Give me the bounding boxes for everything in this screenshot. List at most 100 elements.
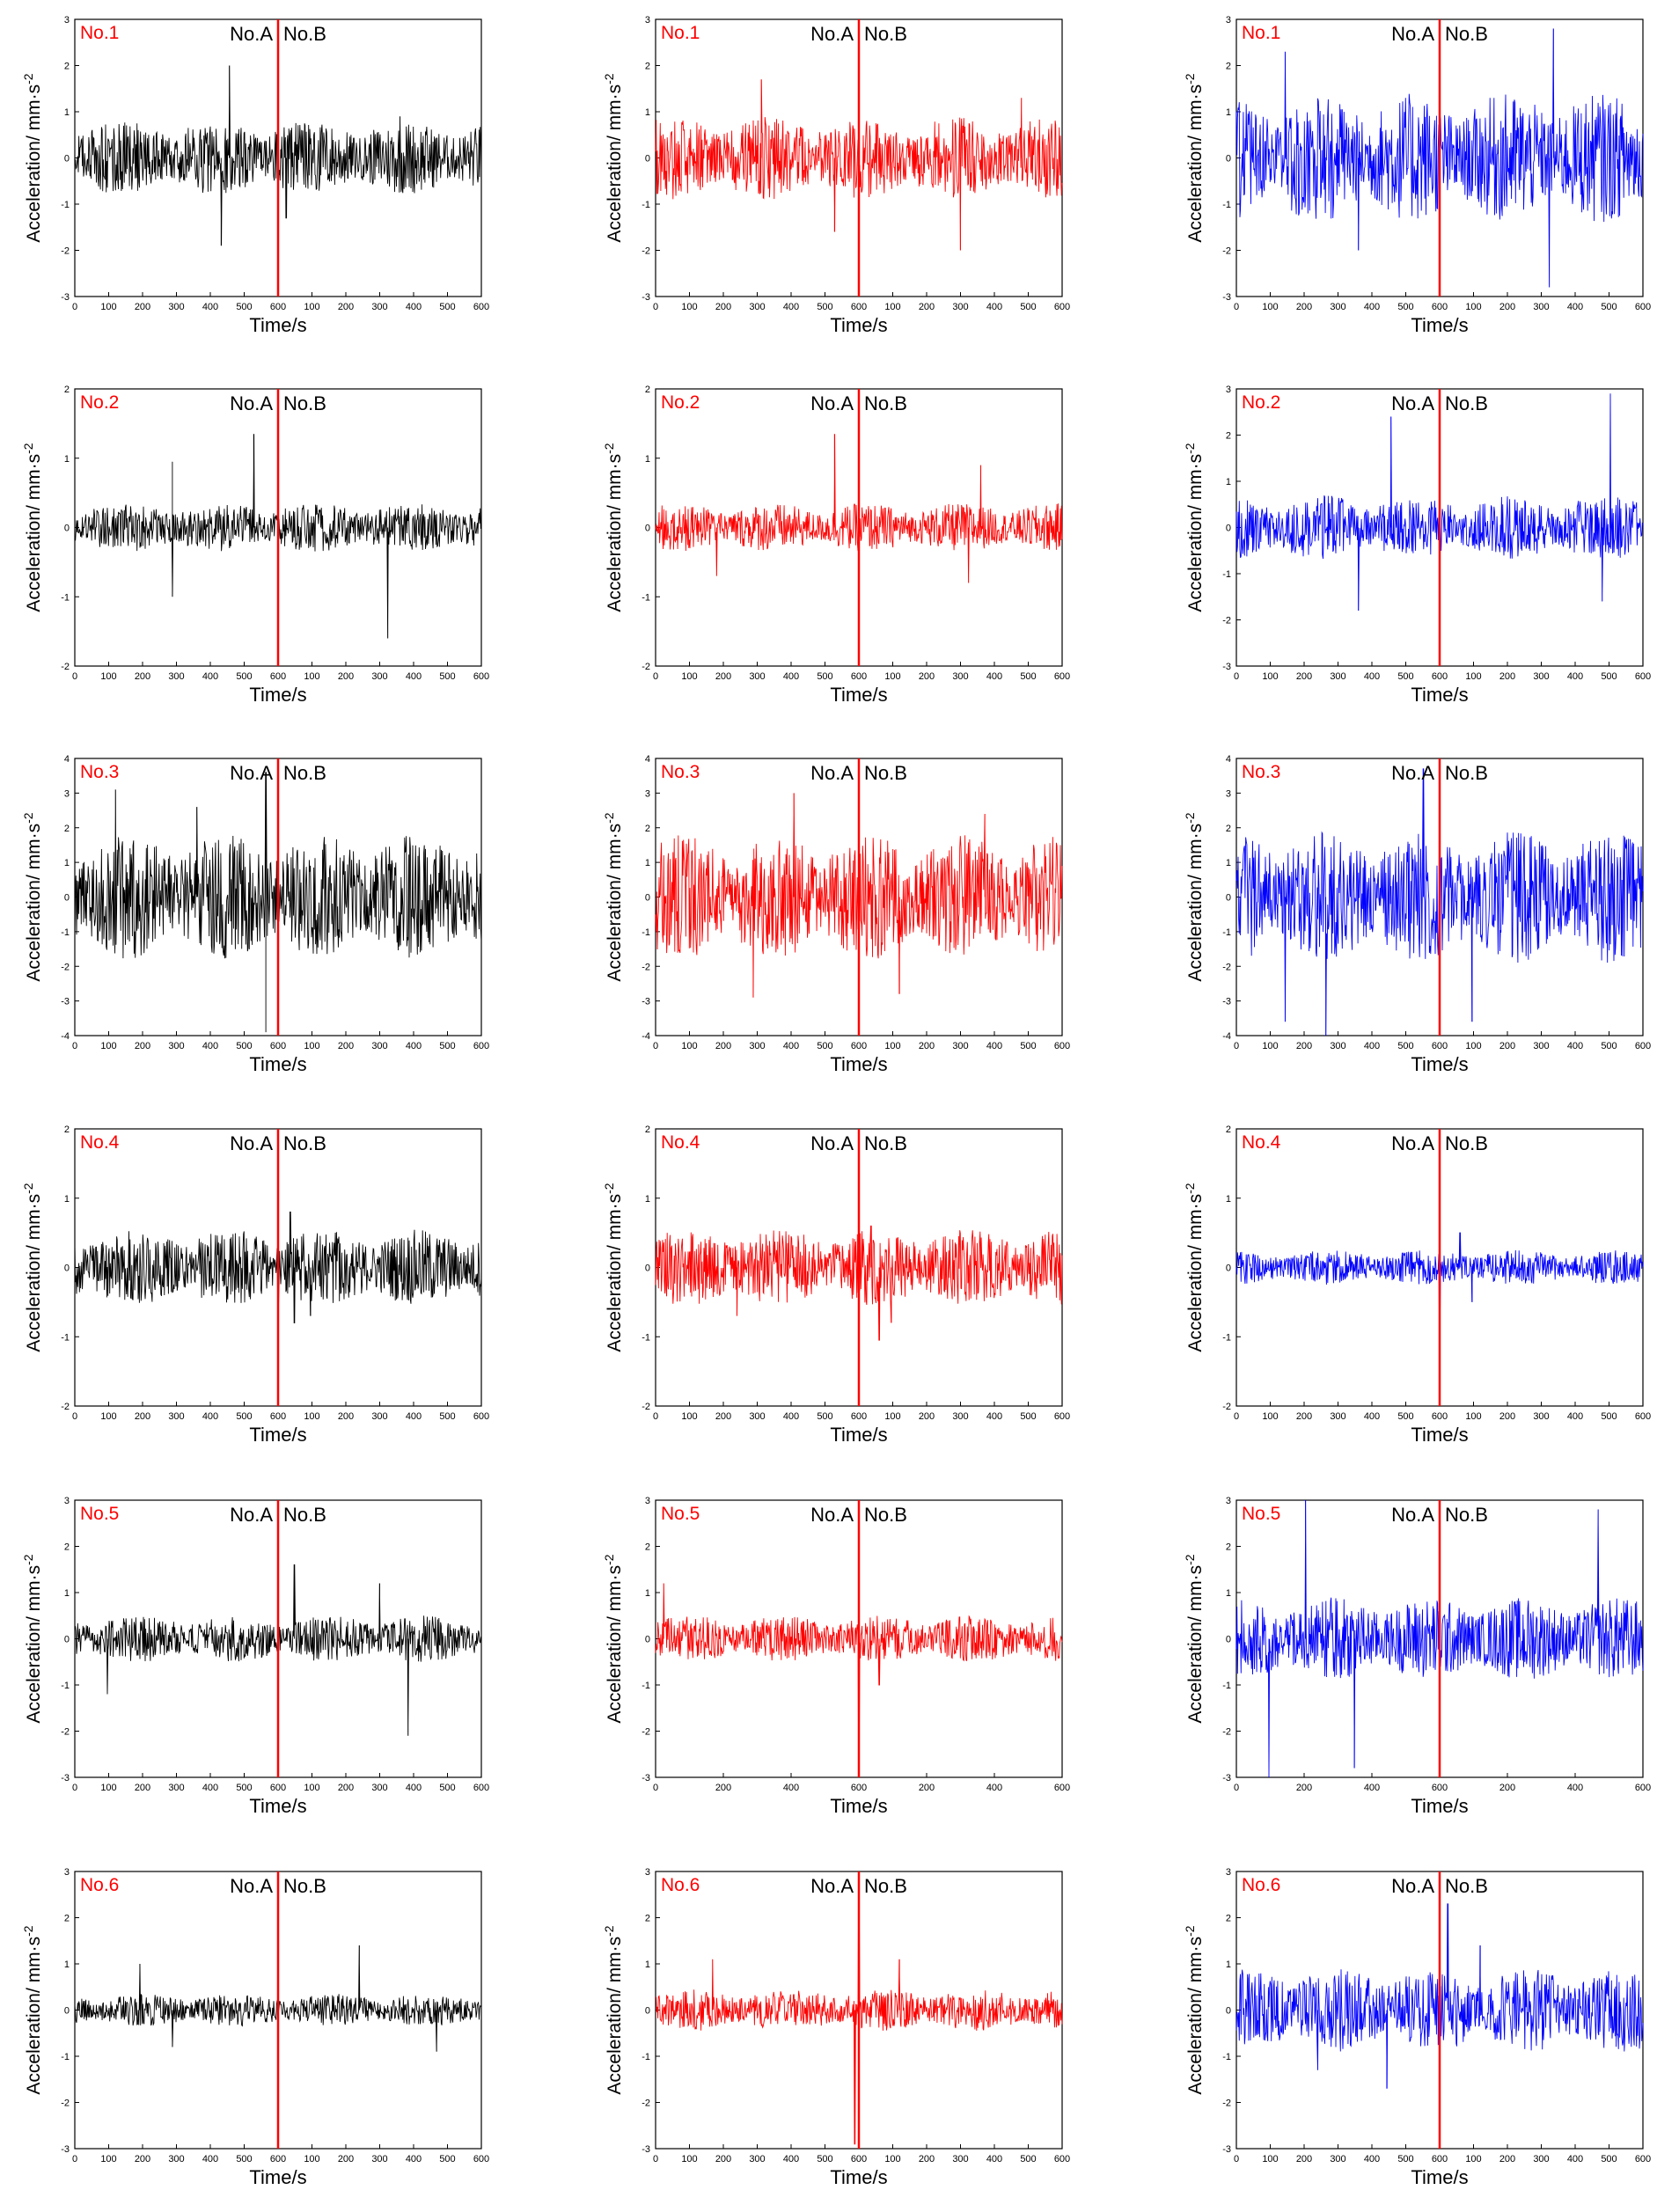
y-tick-label: -1 [61, 200, 70, 210]
x-tick-label: 600 [1432, 1411, 1448, 1422]
x-tick-label: 600 [1635, 1411, 1651, 1422]
y-axis-label: Acceleration/ mm·s-2 [21, 1554, 44, 1723]
panel-r6c2: -3 -2 -1 0 1 2 3 0 100 200 300 400 500 600 100 200 300 40… [602, 1867, 1070, 2188]
x-tick-label: 500 [817, 1041, 832, 1051]
x-tick-label: 0 [653, 1041, 658, 1051]
x-tick-label: 0 [72, 1411, 77, 1422]
panel-title: No.3 [661, 762, 700, 782]
y-tick-label: -3 [1222, 292, 1231, 303]
x-tick-label: 300 [749, 1411, 765, 1422]
x-tick-label: 600 [1432, 2154, 1448, 2164]
y-tick-label: 1 [645, 454, 650, 465]
x-tick-label: 100 [304, 2154, 319, 2164]
x-tick-label: 500 [236, 1041, 252, 1051]
y-tick-label: 3 [645, 15, 650, 26]
x-tick-label: 0 [653, 1411, 658, 1422]
y-tick-label: 3 [1226, 788, 1231, 799]
x-tick-label: 500 [1020, 302, 1036, 312]
x-tick-label: 500 [817, 671, 832, 682]
x-tick-label: 300 [371, 1041, 387, 1051]
y-tick-label: -2 [1222, 2098, 1231, 2109]
y-tick-label: -2 [642, 1402, 650, 1412]
x-tick-label: 100 [304, 671, 319, 682]
panel-title: No.5 [1242, 1504, 1280, 1524]
x-tick-label: 300 [371, 671, 387, 682]
y-tick-label: -2 [61, 246, 70, 257]
x-tick-label: 200 [1499, 1041, 1515, 1051]
x-tick-label: 0 [653, 671, 658, 682]
y-axis-label: Acceleration/ mm·s-2 [21, 812, 44, 981]
x-tick-label: 100 [681, 2154, 697, 2164]
y-tick-label: 0 [64, 2006, 70, 2017]
x-tick-label: 200 [1499, 1411, 1515, 1422]
x-tick-label: 500 [1397, 671, 1413, 682]
x-tick-label: 500 [439, 1411, 455, 1422]
y-tick-label: 1 [645, 1588, 650, 1599]
y-tick-label: 0 [645, 893, 650, 904]
y-tick-label: 2 [1226, 1124, 1231, 1135]
y-tick-label: -2 [642, 962, 650, 972]
y-axis-label: Acceleration/ mm·s-2 [602, 73, 625, 242]
y-tick-label: 3 [645, 788, 650, 799]
y-tick-label: 0 [1226, 2006, 1231, 2017]
y-tick-label: 0 [64, 1263, 70, 1274]
x-tick-label: 600 [851, 302, 867, 312]
x-tick-label: 100 [304, 302, 319, 312]
x-tick-label: 400 [1567, 671, 1583, 682]
label-no-b: No.B [1445, 1875, 1488, 1897]
panel-title: No.4 [661, 1132, 700, 1153]
x-tick-label: 400 [1567, 1783, 1583, 1793]
y-tick-label: 3 [1226, 1867, 1231, 1878]
x-axis-label: Time/s [249, 1053, 306, 1075]
x-tick-label: 400 [986, 2154, 1002, 2164]
x-tick-label: 500 [1601, 2154, 1617, 2164]
y-tick-label: 1 [1226, 107, 1231, 118]
x-tick-label: 100 [884, 671, 900, 682]
panel-title: No.4 [80, 1132, 120, 1153]
y-axis-label: Acceleration/ mm·s-2 [1183, 1925, 1206, 2094]
x-tick-label: 600 [1054, 2154, 1070, 2164]
panel-r3c2: -4 -3 -2 -1 0 1 2 3 4 0 100 200 300 400 500 600 100 200 30… [602, 754, 1070, 1075]
panel-title: No.2 [661, 392, 700, 413]
y-tick-label: -3 [642, 292, 650, 303]
y-tick-label: 0 [645, 154, 650, 165]
x-tick-label: 0 [653, 2154, 658, 2164]
y-tick-label: 0 [1226, 1263, 1231, 1274]
label-no-a: No.A [230, 1504, 273, 1526]
y-tick-label: -1 [1222, 2052, 1231, 2062]
y-axis-label: Acceleration/ mm·s-2 [1183, 1554, 1206, 1723]
y-tick-label: 2 [64, 1914, 70, 1924]
x-tick-label: 500 [1397, 1411, 1413, 1422]
y-tick-label: -3 [1222, 1773, 1231, 1784]
x-tick-label: 600 [1635, 2154, 1651, 2164]
x-tick-label: 500 [1601, 1411, 1617, 1422]
y-tick-label: 3 [64, 1496, 70, 1506]
y-tick-label: -1 [642, 927, 650, 938]
x-tick-label: 200 [338, 2154, 354, 2164]
x-tick-label: 200 [1499, 1783, 1515, 1793]
x-tick-label: 300 [952, 302, 968, 312]
y-tick-label: 0 [64, 1635, 70, 1645]
y-tick-label: -1 [642, 1681, 650, 1691]
x-axis-label: Time/s [830, 684, 887, 706]
x-tick-label: 200 [135, 302, 150, 312]
y-tick-label: 2 [645, 824, 650, 834]
x-tick-label: 400 [202, 2154, 218, 2164]
y-tick-label: -1 [61, 1681, 70, 1691]
y-axis-label: Acceleration/ mm·s-2 [602, 1554, 625, 1723]
y-tick-label: -3 [61, 1773, 70, 1784]
x-tick-label: 200 [919, 1411, 935, 1422]
y-tick-label: -1 [61, 1332, 70, 1343]
label-no-b: No.B [1445, 1504, 1488, 1526]
y-tick-label: -1 [1222, 200, 1231, 210]
x-tick-label: 600 [270, 1783, 286, 1793]
x-tick-label: 100 [100, 1783, 116, 1793]
x-tick-label: 600 [1432, 1041, 1448, 1051]
y-tick-label: -3 [61, 292, 70, 303]
label-no-b: No.B [864, 1132, 907, 1154]
y-tick-label: 0 [64, 154, 70, 165]
x-tick-label: 0 [1234, 302, 1239, 312]
x-tick-label: 100 [1465, 1411, 1481, 1422]
x-tick-label: 400 [986, 1783, 1002, 1793]
